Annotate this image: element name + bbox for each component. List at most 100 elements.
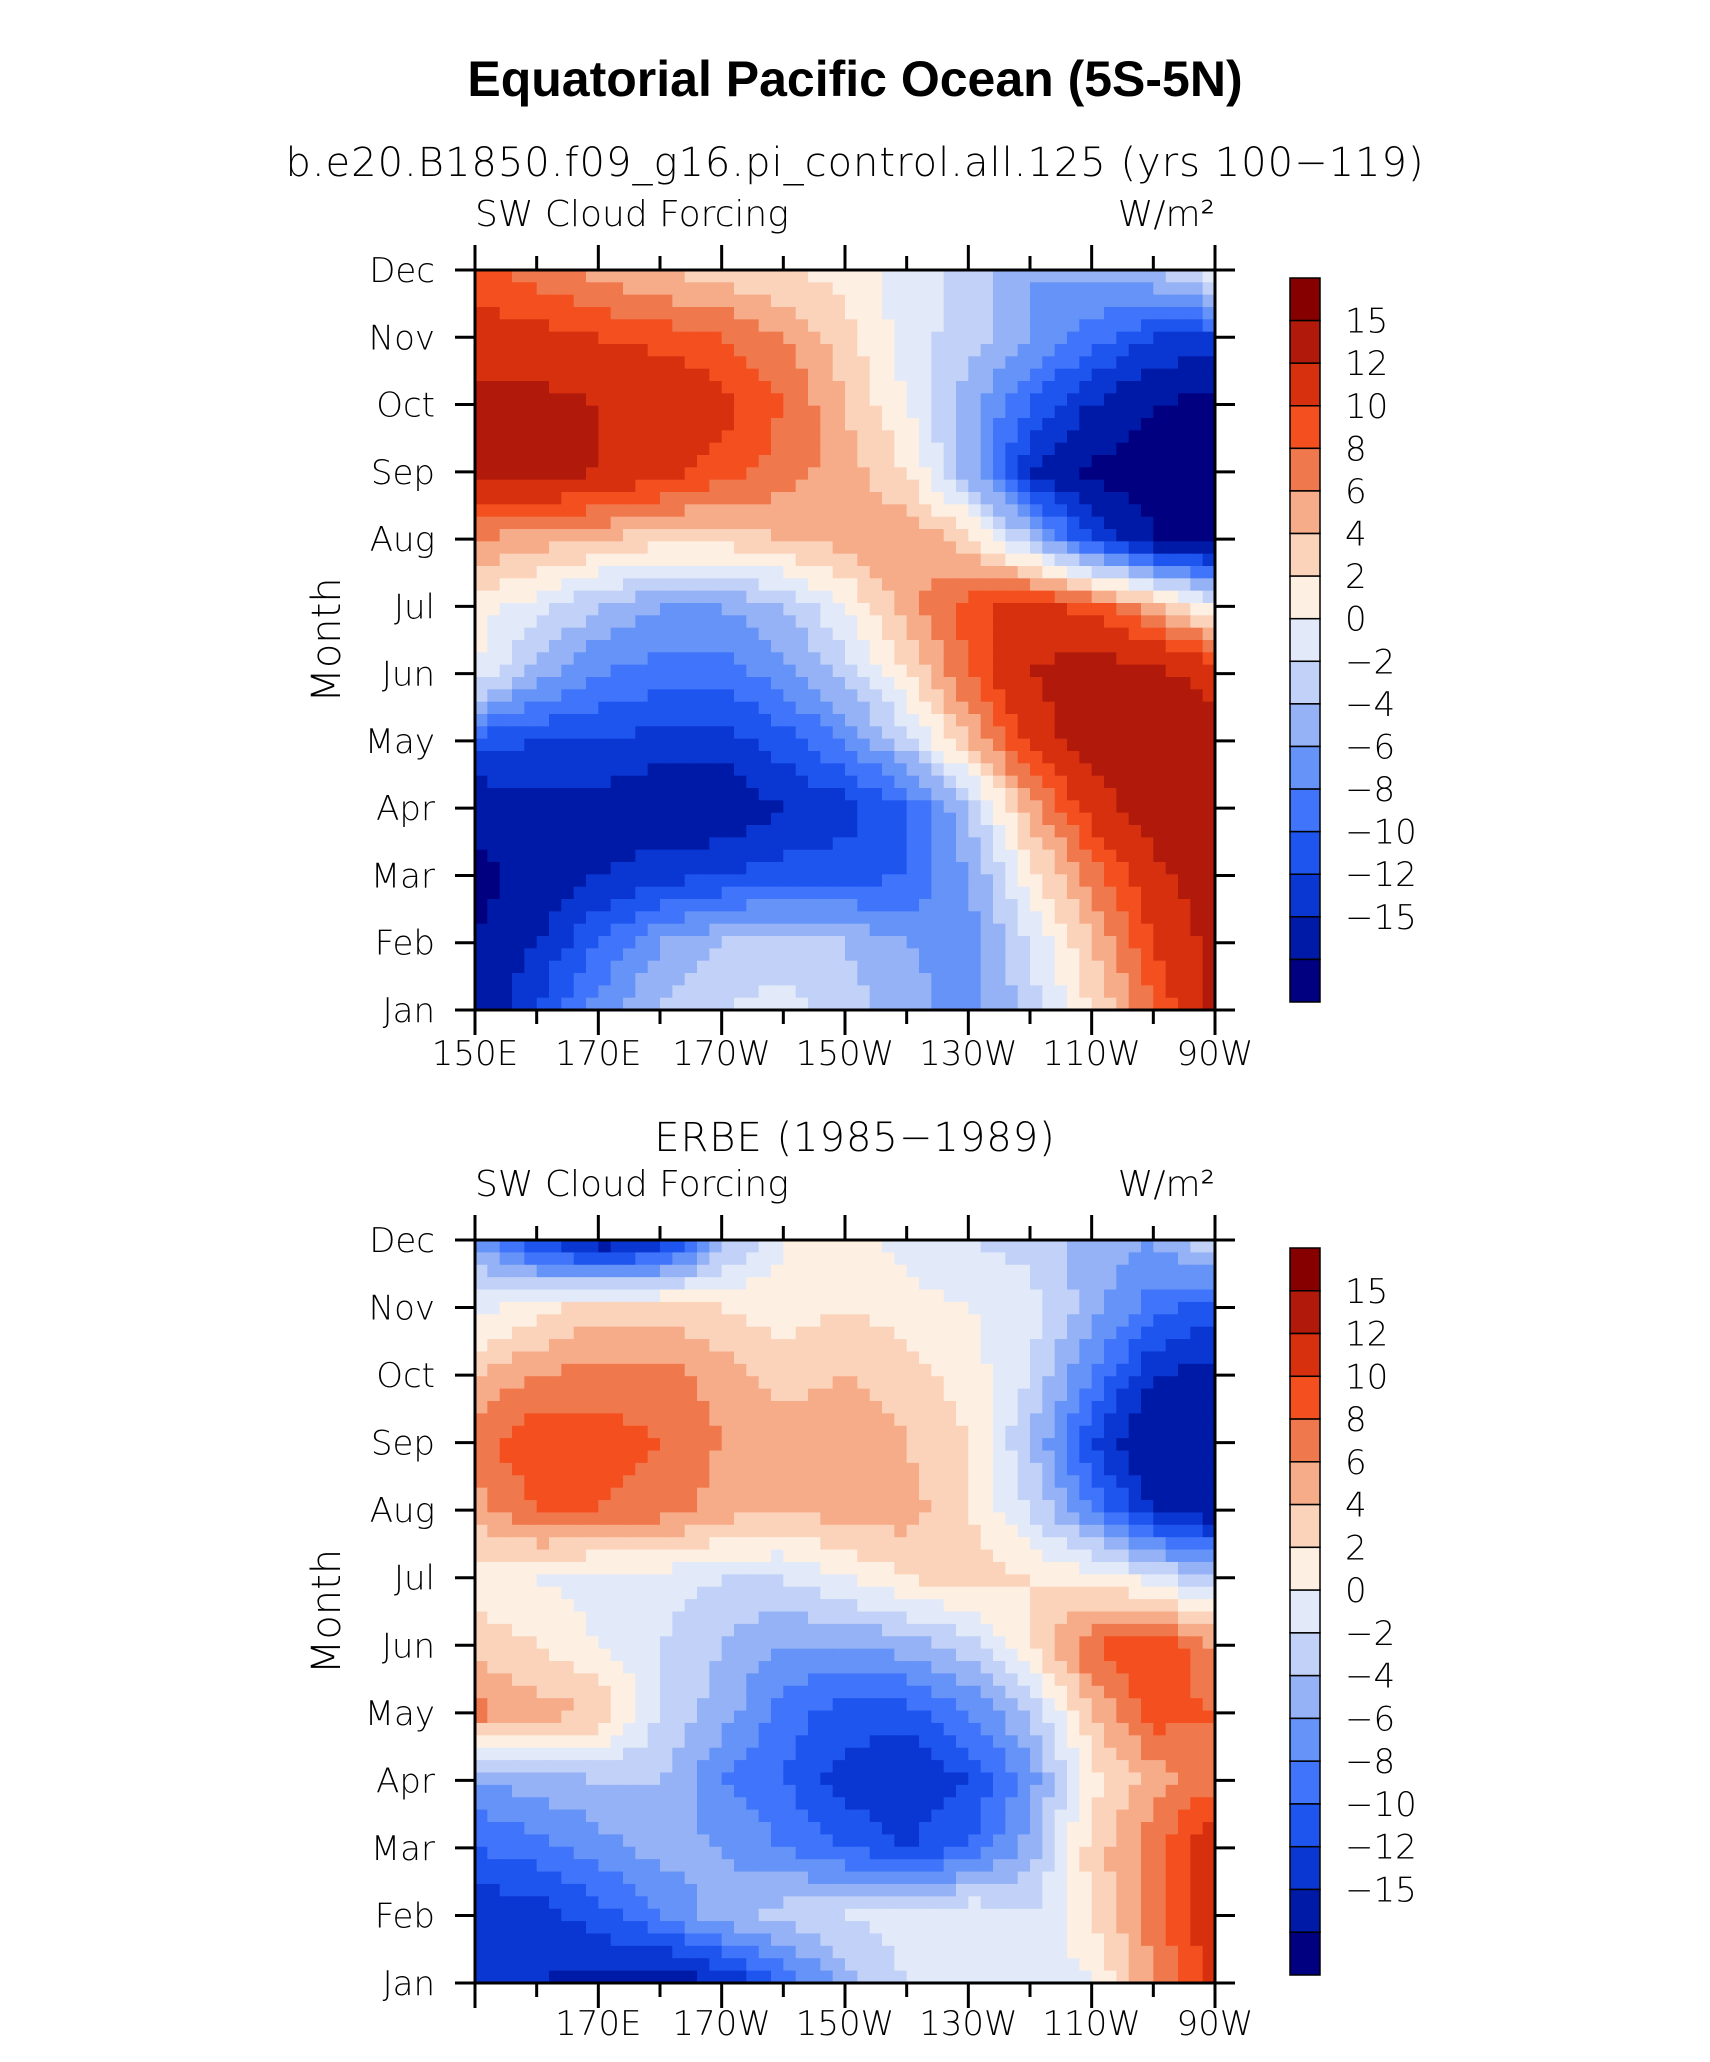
field-cell xyxy=(697,911,710,925)
field-cell xyxy=(758,1351,772,1365)
field-cell xyxy=(956,1351,969,1365)
field-cell xyxy=(857,1326,871,1340)
field-cell xyxy=(721,1487,735,1501)
field-cell xyxy=(1153,615,1167,629)
field-cell xyxy=(1128,923,1142,937)
field-cell xyxy=(869,504,883,518)
field-cell xyxy=(783,1500,797,1514)
field-cell xyxy=(635,1450,649,1464)
field-cell xyxy=(1067,726,1080,740)
field-cell xyxy=(1202,1462,1216,1476)
field-cell xyxy=(906,775,920,789)
field-cell xyxy=(1067,862,1080,875)
field-cell xyxy=(734,886,747,900)
field-cell xyxy=(623,566,636,579)
field-cell xyxy=(845,689,858,703)
field-cell xyxy=(475,1351,488,1365)
field-cell xyxy=(980,652,994,666)
field-cell xyxy=(487,430,501,444)
field-cell xyxy=(980,1475,994,1489)
field-cell xyxy=(635,714,649,727)
field-cell xyxy=(931,800,945,814)
field-cell xyxy=(586,763,599,777)
field-cell xyxy=(919,936,932,949)
field-cell xyxy=(1190,948,1204,962)
field-cell xyxy=(1128,393,1142,407)
field-cell xyxy=(968,393,982,407)
field-cell xyxy=(1079,652,1093,666)
field-cell xyxy=(820,1475,834,1489)
field-cell xyxy=(783,911,797,925)
field-cell xyxy=(980,467,994,481)
field-cell xyxy=(1165,640,1179,653)
field-cell xyxy=(536,1376,550,1390)
field-cell xyxy=(931,726,945,740)
field-cell xyxy=(524,1462,538,1476)
field-cell xyxy=(1030,985,1043,999)
field-cell xyxy=(1190,825,1204,838)
field-cell xyxy=(573,504,587,518)
field-cell xyxy=(980,578,994,592)
field-cell xyxy=(783,874,797,888)
field-cell xyxy=(1116,652,1130,666)
field-cell xyxy=(536,677,550,690)
field-cell xyxy=(734,529,747,542)
field-cell xyxy=(660,479,673,493)
field-cell xyxy=(1165,689,1179,703)
field-cell xyxy=(524,1339,538,1353)
field-cell xyxy=(931,1438,945,1452)
field-cell xyxy=(561,1240,575,1253)
field-cell xyxy=(882,1475,895,1489)
field-cell xyxy=(783,640,797,653)
field-cell xyxy=(1153,800,1167,814)
field-cell xyxy=(672,973,686,986)
field-cell xyxy=(475,344,488,357)
field-cell xyxy=(499,1264,513,1278)
field-cell xyxy=(1104,1388,1117,1402)
field-cell xyxy=(832,923,846,937)
field-cell xyxy=(549,677,562,690)
colorbar-swatch xyxy=(1289,405,1321,450)
field-cell xyxy=(882,504,895,518)
field-cell xyxy=(1116,886,1130,900)
field-cell xyxy=(894,652,908,666)
field-cell xyxy=(1128,1400,1142,1414)
field-cell xyxy=(1128,504,1142,518)
field-cell xyxy=(869,566,883,579)
field-cell xyxy=(931,936,945,949)
field-cell xyxy=(672,899,686,912)
field-cell xyxy=(845,1240,858,1253)
field-cell xyxy=(795,270,809,283)
field-cell xyxy=(906,319,920,333)
field-cell xyxy=(1165,1301,1179,1315)
y-tick-label: Apr xyxy=(376,789,435,829)
field-cell xyxy=(993,603,1006,616)
field-cell xyxy=(623,319,636,333)
field-cell xyxy=(1091,689,1105,703)
field-cell xyxy=(647,899,661,912)
field-cell xyxy=(1104,368,1117,382)
field-cell xyxy=(795,738,809,752)
field-cell xyxy=(684,430,698,444)
field-cell xyxy=(697,985,710,999)
field-cell xyxy=(1030,1400,1043,1414)
field-cell xyxy=(1104,627,1117,641)
field-cell xyxy=(931,282,945,296)
field-cell xyxy=(931,368,945,382)
field-cell xyxy=(1178,738,1191,752)
field-cell xyxy=(524,714,538,727)
variable-label: SW Cloud Forcing xyxy=(475,194,789,235)
field-cell xyxy=(487,1264,501,1278)
field-cell xyxy=(882,516,895,530)
colorbar-label: −10 xyxy=(1345,813,1417,853)
field-cell xyxy=(536,307,550,320)
field-cell xyxy=(561,1351,575,1365)
field-cell xyxy=(832,1363,846,1377)
field-cell xyxy=(721,1462,735,1476)
field-cell xyxy=(610,738,624,752)
field-cell xyxy=(573,541,587,555)
field-cell xyxy=(980,862,994,875)
field-cell xyxy=(906,1351,920,1365)
field-cell xyxy=(1005,1289,1019,1303)
field-cell xyxy=(1141,1289,1154,1303)
